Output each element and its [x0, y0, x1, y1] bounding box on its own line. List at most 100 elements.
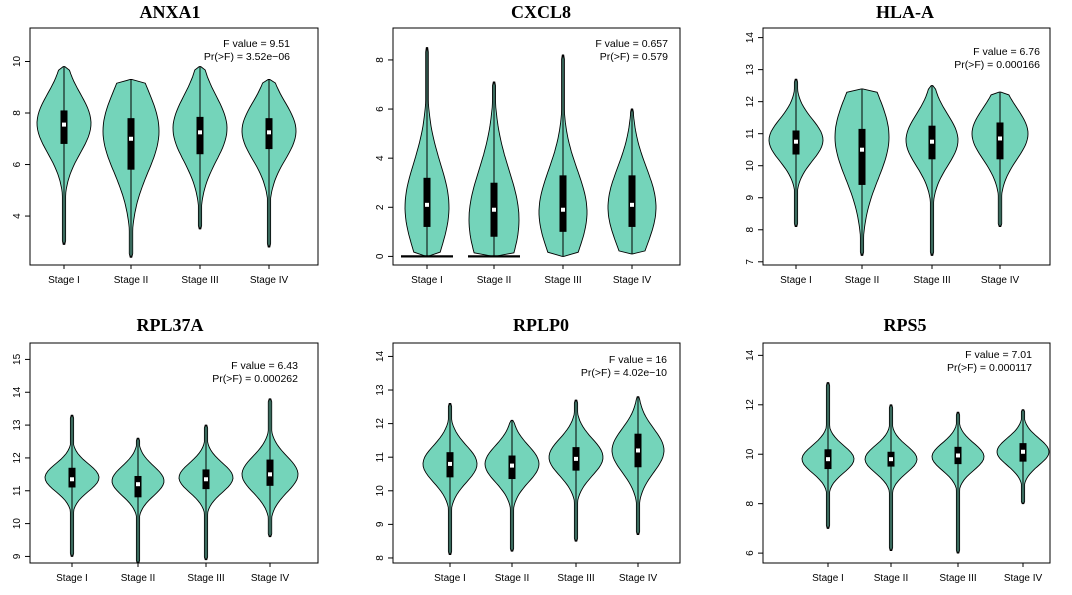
y-tick-label: 4 [375, 155, 386, 161]
x-tick-label: Stage I [812, 573, 844, 584]
x-tick-label: Stage II [874, 573, 908, 584]
violin-median [930, 139, 934, 144]
x-tick-label: Stage IV [250, 275, 289, 286]
violin-iqr-box [996, 122, 1004, 160]
y-tick-label: 12 [12, 452, 23, 464]
violin-median [267, 130, 271, 135]
y-tick-label: 11 [12, 485, 23, 496]
stat-annotation: F value = 0.657 [595, 38, 668, 50]
x-tick-label: Stage III [913, 275, 950, 286]
violin-iqr-box [628, 175, 636, 227]
x-tick-label: Stage IV [251, 573, 290, 584]
violin-median [998, 136, 1002, 141]
violin-median [956, 453, 960, 458]
stat-annotation: Pr(>F) = 0.000262 [212, 373, 298, 385]
violin-panel: ANXA1 4 6 8 10 Stage I Stage II Stage III Stage … [12, 2, 319, 286]
panel-title: RPS5 [883, 315, 926, 335]
y-tick-label: 12 [745, 96, 756, 108]
violin-iqr-box [134, 475, 142, 498]
violin-iqr-box [423, 177, 431, 227]
stat-annotation: Pr(>F) = 4.02e−10 [581, 367, 667, 379]
y-tick-label: 12 [375, 418, 386, 430]
y-tick-label: 13 [12, 419, 23, 431]
y-tick-label: 14 [745, 32, 756, 44]
violin-median [561, 207, 565, 212]
violin-panel: HLA-A 7 8 9 10 11 12 13 14 Stage I Stage II Stage I… [745, 2, 1051, 286]
y-tick-label: 2 [375, 204, 386, 210]
violin-panel: RPL37A 9 10 11 12 13 14 15 Stage I Stage II Stage … [12, 315, 319, 584]
y-tick-label: 9 [745, 195, 756, 201]
violin-median [1021, 449, 1025, 454]
x-tick-label: Stage II [114, 275, 148, 286]
violin-median [574, 456, 578, 461]
stat-annotation: F value = 6.43 [231, 360, 298, 372]
violin-median [492, 207, 496, 212]
y-tick-label: 14 [375, 350, 386, 362]
violin-iqr-box [559, 175, 567, 232]
y-tick-label: 9 [12, 553, 23, 559]
x-tick-label: Stage IV [1004, 573, 1043, 584]
stat-annotation: F value = 9.51 [223, 38, 290, 50]
x-tick-label: Stage II [845, 275, 879, 286]
x-tick-label: Stage III [181, 275, 218, 286]
y-tick-label: 6 [12, 161, 23, 167]
y-tick-label: 13 [375, 384, 386, 396]
violin-panel: RPS5 6 8 10 12 14 Stage I Stage II Stage III Stag… [745, 315, 1051, 584]
x-tick-label: Stage IV [981, 275, 1020, 286]
y-tick-label: 14 [12, 386, 23, 398]
x-tick-label: Stage III [187, 573, 224, 584]
y-tick-label: 10 [12, 55, 23, 67]
plot-frame [762, 27, 1051, 266]
violin-iqr-box [127, 118, 135, 170]
y-tick-label: 10 [745, 448, 756, 460]
y-tick-label: 4 [12, 213, 23, 219]
stat-annotation: Pr(>F) = 0.000117 [947, 362, 1032, 374]
y-tick-label: 6 [375, 106, 386, 112]
stat-annotation: F value = 7.01 [965, 349, 1032, 361]
x-tick-label: Stage II [477, 275, 511, 286]
y-tick-label: 11 [375, 452, 386, 463]
y-tick-label: 15 [12, 353, 23, 365]
x-tick-label: Stage I [780, 275, 812, 286]
panel-title: HLA-A [876, 2, 934, 22]
y-tick-label: 9 [375, 521, 386, 527]
violin-median [889, 457, 893, 462]
violin-median [826, 457, 830, 462]
violin-median [510, 463, 514, 468]
x-tick-label: Stage I [56, 573, 88, 584]
x-tick-label: Stage I [48, 275, 80, 286]
plot-frame [392, 27, 681, 266]
y-tick-label: 8 [12, 110, 23, 116]
violin-panel: RPLP0 8 9 10 11 12 13 14 Stage I Stage II Stage II… [375, 315, 681, 584]
violin-iqr-box [60, 110, 68, 144]
violin-median [425, 202, 429, 207]
violin-median [630, 202, 634, 207]
y-tick-label: 8 [745, 227, 756, 233]
y-tick-label: 13 [745, 64, 756, 76]
x-tick-label: Stage II [121, 573, 155, 584]
y-tick-label: 10 [375, 485, 386, 497]
y-tick-label: 14 [745, 349, 756, 361]
x-tick-label: Stage II [495, 573, 529, 584]
panel-title: CXCL8 [511, 2, 571, 22]
violin-median [62, 122, 66, 127]
x-tick-label: Stage IV [619, 573, 658, 584]
y-tick-label: 0 [375, 253, 386, 259]
y-tick-label: 8 [375, 555, 386, 561]
y-tick-label: 8 [745, 500, 756, 506]
violin-median [448, 461, 452, 466]
y-tick-label: 10 [745, 160, 756, 172]
x-tick-label: Stage IV [613, 275, 652, 286]
stat-annotation: F value = 16 [609, 354, 667, 366]
violin-median [268, 472, 272, 477]
x-tick-label: Stage I [434, 573, 466, 584]
violin-iqr-box [858, 128, 866, 185]
x-tick-label: Stage III [544, 275, 581, 286]
x-tick-label: Stage III [939, 573, 976, 584]
plot-frame [29, 342, 319, 564]
y-tick-label: 11 [745, 128, 756, 139]
violin-median [198, 130, 202, 135]
x-tick-label: Stage I [411, 275, 443, 286]
violin-median [70, 477, 74, 482]
